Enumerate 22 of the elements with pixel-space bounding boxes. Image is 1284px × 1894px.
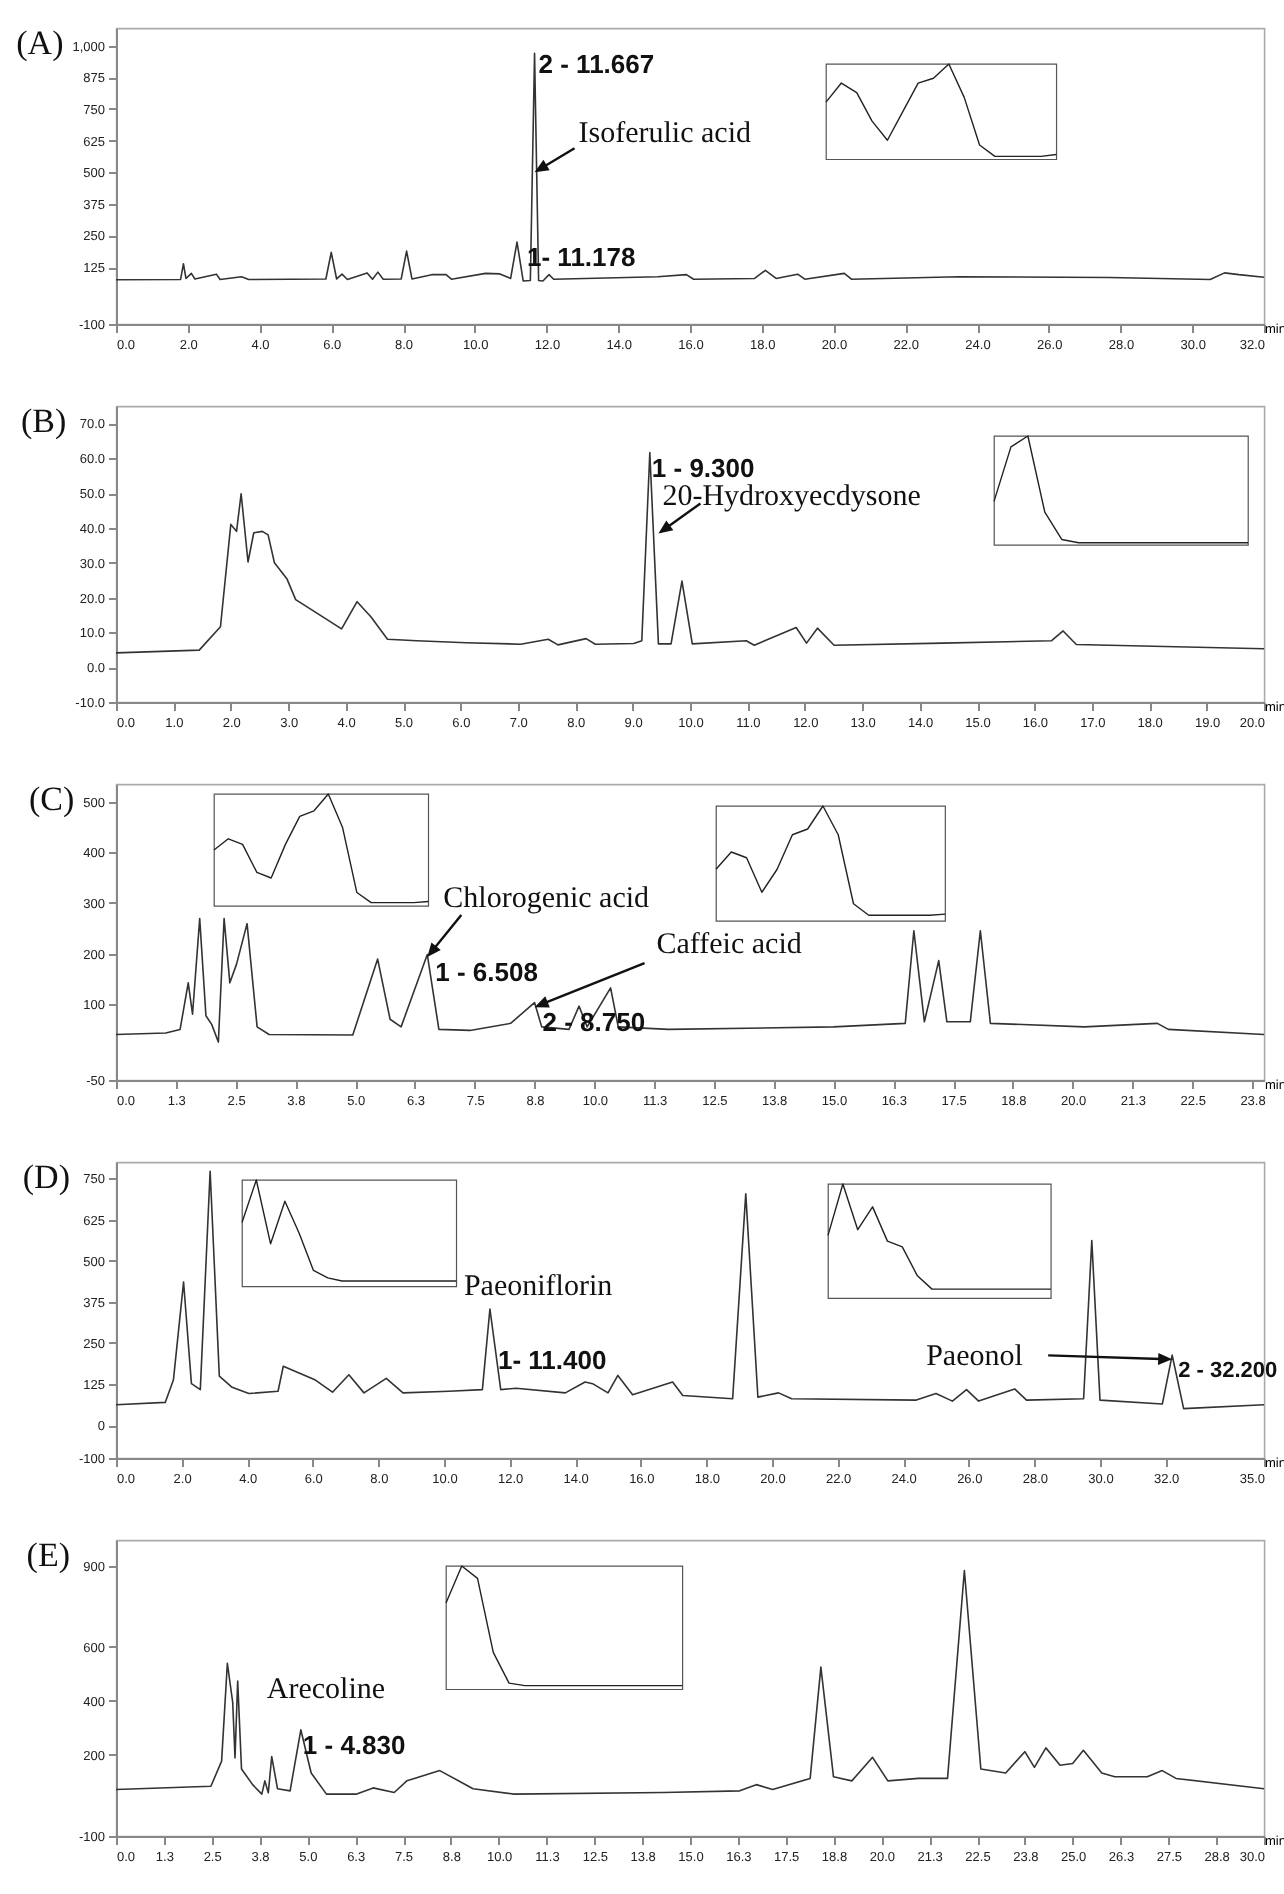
line-series bbox=[115, 917, 1265, 1043]
line-series bbox=[115, 52, 1265, 282]
annotation: Chlorogenic acid bbox=[443, 883, 651, 916]
annotation: Paeonol bbox=[926, 1341, 1023, 1374]
chart-title: (C) bbox=[28, 780, 75, 818]
annotation: 1 - 4.830 bbox=[302, 1729, 406, 1760]
annotation: 2 - 32.200 bbox=[1178, 1359, 1278, 1384]
annotation: Isoferulic acid bbox=[578, 118, 752, 151]
annotation: 2 - 11.667 bbox=[538, 49, 655, 80]
line-series bbox=[115, 1569, 1265, 1795]
annotation: Caffeic acid bbox=[656, 929, 803, 962]
line-series bbox=[115, 451, 1265, 654]
chart-title: (D) bbox=[22, 1158, 70, 1196]
annotation: 1 - 9.300 bbox=[651, 452, 755, 483]
chart-title: (B) bbox=[21, 402, 67, 440]
chart-title: (A) bbox=[16, 24, 64, 62]
annotation: 1 - 6.508 bbox=[435, 956, 538, 987]
annotation: 1- 11.400 bbox=[497, 1345, 607, 1376]
annotation: Arecoline bbox=[266, 1673, 386, 1706]
annotation: Paeoniflorin bbox=[463, 1271, 614, 1304]
annotation: 20-Hydroxyecdysone bbox=[662, 481, 922, 514]
chart-title: (E) bbox=[26, 1536, 71, 1574]
